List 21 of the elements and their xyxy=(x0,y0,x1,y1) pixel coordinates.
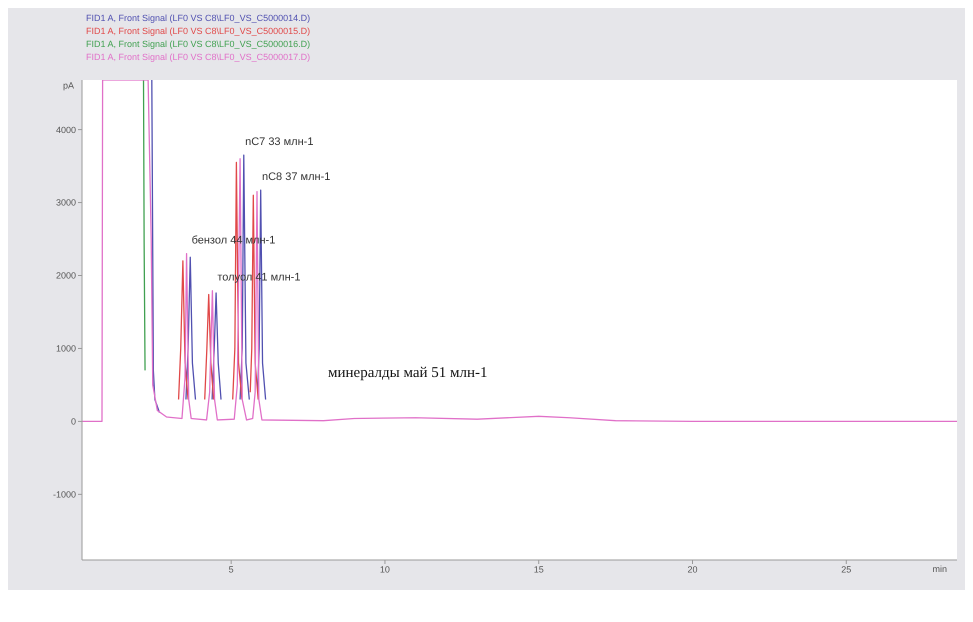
x-tick-label: 10 xyxy=(380,564,390,574)
x-tick-label: 15 xyxy=(534,564,544,574)
x-tick-label: 25 xyxy=(841,564,852,574)
x-axis-title: min xyxy=(932,564,947,574)
x-tick-label: 20 xyxy=(687,564,698,574)
y-axis-title: pA xyxy=(62,80,74,90)
y-tick-label: 3000 xyxy=(56,198,76,208)
x-tick-label: 5 xyxy=(228,564,234,574)
text: FID1 A, Front Signal (LF0 VS C8\LF0_VS_C5000015.D) xyxy=(86,25,312,38)
text: FID1 A, Front Signal (LF0 VS C8\LF0_VS_C5000014.D) xyxy=(86,12,312,25)
y-tick-label: -1000 xyxy=(52,490,76,500)
y-tick-label: 1000 xyxy=(56,344,76,354)
text: FID1 A, Front Signal (LF0 VS C8\LF0_VS_C5000016.D) xyxy=(86,38,312,51)
line-series xyxy=(82,80,957,422)
annotation: минералды май 51 млн-1 xyxy=(328,365,488,382)
annotation: nC8 37 млн-1 xyxy=(262,171,330,184)
y-tick-label: 4000 xyxy=(56,124,76,135)
y-tick-label: 0 xyxy=(70,416,76,427)
text: FID1 A, Front Signal (LF0 VS C8\LF0_VS_C5000017.D) xyxy=(86,51,312,64)
y-tick-label: 2000 xyxy=(56,270,76,281)
annotation: nC7 33 млн-1 xyxy=(245,136,314,148)
